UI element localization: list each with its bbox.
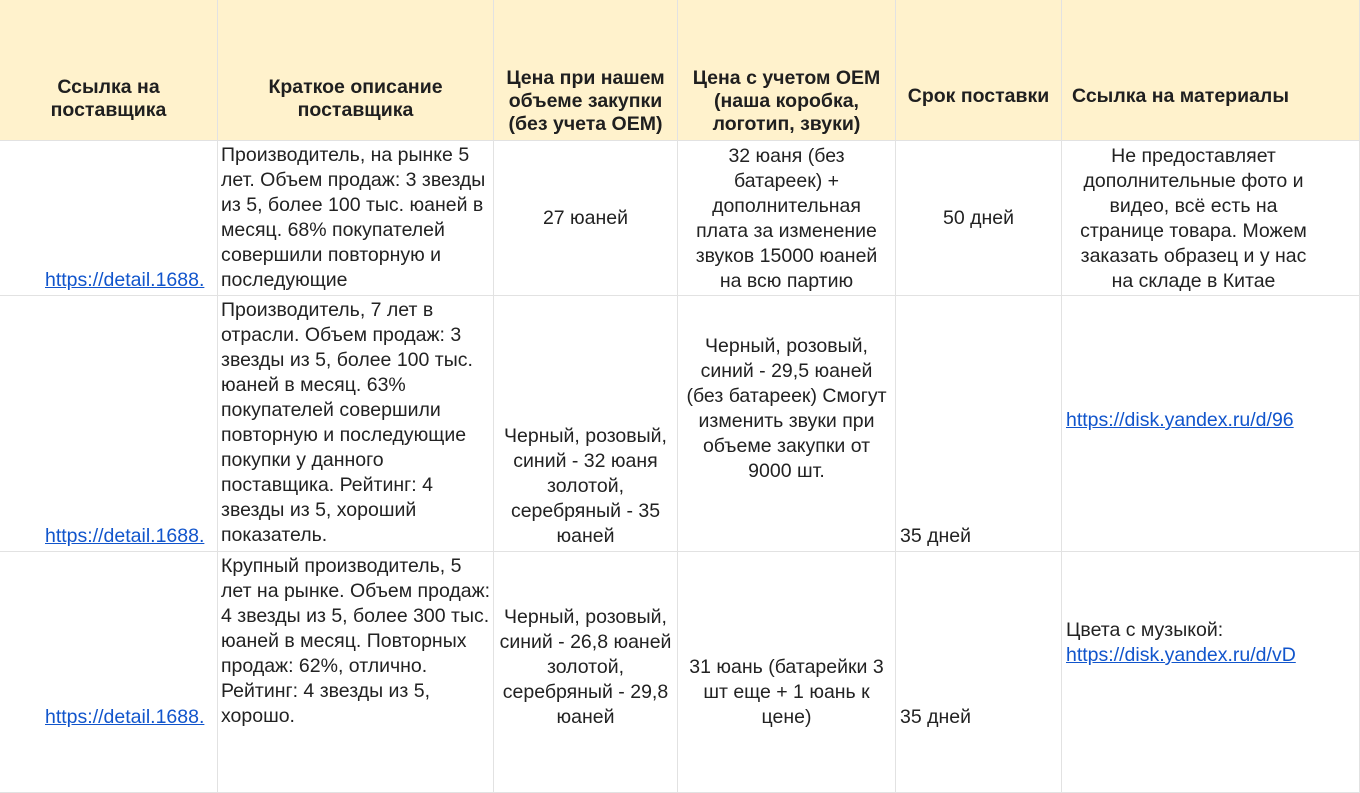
header-price-with-oem[interactable]: Цена с учетом ОЕМ (наша коробка, логотип… [678, 0, 896, 141]
supplier-description: Производитель, на рынке 5 лет. Объем про… [221, 144, 486, 291]
table-cell-price-without-oem[interactable]: Черный, розовый, синий - 26,8 юаней золо… [494, 552, 678, 793]
price-without-oem: Черный, розовый, синий - 32 юаня золотой… [504, 425, 667, 547]
materials-link[interactable]: https://disk.yandex.ru/d/96 [1066, 409, 1294, 431]
table-cell-price-without-oem[interactable]: 27 юаней [494, 141, 678, 296]
supplier-description: Производитель, 7 лет в отрасли. Объем пр… [221, 299, 473, 546]
table-cell-delivery[interactable]: 35 дней [896, 296, 1062, 552]
table-cell-delivery[interactable]: 50 дней [896, 141, 1062, 296]
materials-link[interactable]: https://disk.yandex.ru/d/vD [1066, 644, 1296, 666]
delivery-time: 35 дней [900, 525, 971, 547]
header-price-without-oem[interactable]: Цена при нашем объеме закупки (без учета… [494, 0, 678, 141]
table-cell-materials[interactable]: https://disk.yandex.ru/d/96 [1062, 296, 1360, 552]
delivery-time: 35 дней [900, 706, 971, 728]
table-cell-materials[interactable]: Не предоставляет дополнительные фото и в… [1062, 141, 1360, 296]
header-supplier-description[interactable]: Краткое описание поставщика [218, 0, 494, 141]
price-with-oem: 31 юань (батарейки 3 шт еще + 1 юань к ц… [689, 656, 884, 728]
header-delivery-time-text: Срок поставки [907, 85, 1050, 107]
table-cell-price-without-oem[interactable]: Черный, розовый, синий - 32 юаня золотой… [494, 296, 678, 552]
table-cell-description[interactable]: Крупный производитель, 5 лет на рынке. О… [218, 552, 494, 793]
table-cell-price-with-oem[interactable]: 32 юаня (без батареек) + дополнительная … [678, 141, 896, 296]
header-price-without-oem-text: Цена при нашем объеме закупки (без учета… [506, 67, 665, 135]
materials-note: Цвета с музыкой: [1066, 619, 1224, 641]
table-cell-price-with-oem[interactable]: 31 юань (батарейки 3 шт еще + 1 юань к ц… [678, 552, 896, 793]
header-delivery-time[interactable]: Срок поставки [896, 0, 1062, 141]
table-cell-price-with-oem[interactable]: Черный, розовый, синий - 29,5 юаней (без… [678, 296, 896, 552]
header-materials-link-text: Ссылка на материалы [1072, 85, 1289, 107]
price-without-oem: Черный, розовый, синий - 26,8 юаней золо… [499, 606, 672, 728]
delivery-time: 50 дней [943, 206, 1014, 229]
table-cell-supplier-link[interactable]: https://detail.1688. [0, 141, 218, 296]
table-cell-supplier-link[interactable]: https://detail.1688. [0, 296, 218, 552]
table-cell-description[interactable]: Производитель, 7 лет в отрасли. Объем пр… [218, 296, 494, 552]
price-without-oem: 27 юаней [542, 206, 629, 229]
header-supplier-link-text: Ссылка на поставщика [50, 76, 167, 121]
table-cell-description[interactable]: Производитель, на рынке 5 лет. Объем про… [218, 141, 494, 296]
header-materials-link[interactable]: Ссылка на материалы [1062, 0, 1360, 141]
supplier-link[interactable]: https://detail.1688. [45, 706, 205, 728]
header-supplier-link[interactable]: Ссылка на поставщика [0, 0, 218, 141]
table-cell-supplier-link[interactable]: https://detail.1688. [0, 552, 218, 793]
table-cell-delivery[interactable]: 35 дней [896, 552, 1062, 793]
supplier-description: Крупный производитель, 5 лет на рынке. О… [221, 555, 491, 727]
header-price-with-oem-text: Цена с учетом ОЕМ (наша коробка, логотип… [692, 67, 881, 135]
price-with-oem: 32 юаня (без батареек) + дополнительная … [695, 145, 878, 292]
supplier-link[interactable]: https://detail.1688. [45, 269, 205, 291]
table-cell-materials[interactable]: Цвета с музыкой: https://disk.yandex.ru/… [1062, 552, 1360, 793]
materials-note: Не предоставляет дополнительные фото и в… [1080, 145, 1307, 292]
header-supplier-description-text: Краткое описание поставщика [268, 76, 443, 121]
price-with-oem: Черный, розовый, синий - 29,5 юаней (без… [686, 334, 887, 482]
supplier-link[interactable]: https://detail.1688. [45, 525, 205, 547]
